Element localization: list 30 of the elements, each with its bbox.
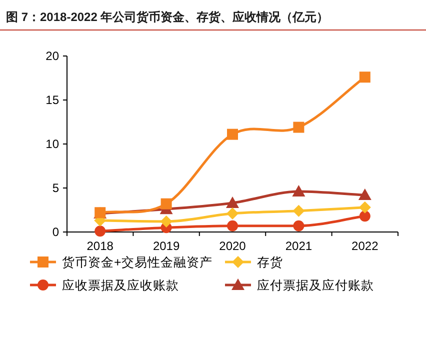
point: [292, 185, 306, 197]
point: [293, 122, 304, 133]
y-tick-label: 0: [52, 225, 60, 239]
point: [160, 215, 172, 228]
y-tick-label: 20: [46, 49, 60, 63]
point: [359, 72, 370, 83]
y-tick-label: 15: [46, 93, 60, 107]
x-tick-label: 2018: [86, 239, 114, 253]
legend-label: 存货: [257, 256, 283, 270]
point: [293, 220, 304, 232]
point: [94, 226, 106, 237]
point: [226, 196, 239, 208]
x-tick-label: 2020: [219, 239, 246, 253]
x-tick-label: 2021: [285, 239, 312, 253]
point: [226, 208, 238, 220]
point: [358, 188, 372, 200]
chart-title: 图 7：2018-2022 年公司货币资金、存货、应收情况（亿元）: [6, 10, 329, 24]
point: [160, 198, 172, 210]
y-tick-label: 5: [52, 181, 60, 195]
legend-label: 应收票据及应收账款: [62, 278, 179, 292]
y-tick-label: 10: [46, 137, 60, 151]
point: [227, 128, 238, 140]
legend-label: 应付票据及应付账款: [257, 278, 374, 292]
point: [292, 204, 305, 217]
legend-label: 货币资金+交易性金融资产: [62, 254, 212, 270]
point: [359, 210, 370, 222]
x-tick-label: 2022: [352, 239, 379, 253]
x-tick-label: 2019: [152, 239, 180, 253]
point: [227, 220, 238, 232]
point: [358, 201, 371, 214]
